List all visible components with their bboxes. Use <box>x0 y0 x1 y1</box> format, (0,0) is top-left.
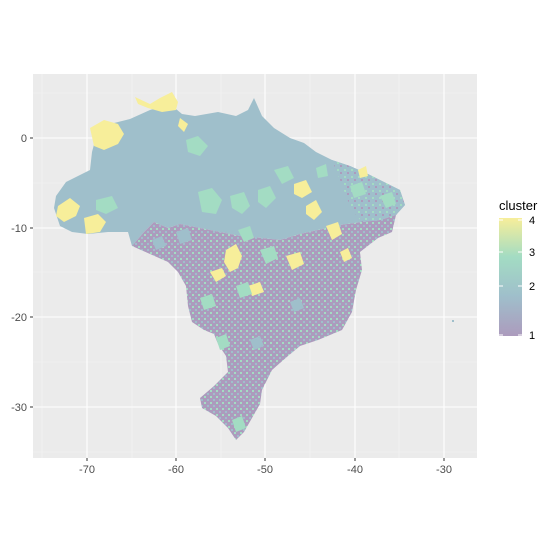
y-tick-marks <box>30 137 33 408</box>
region-south-cluster-1 <box>132 215 396 440</box>
legend-label: 3 <box>529 247 535 259</box>
legend-label: 4 <box>529 215 535 227</box>
legend: cluster 4 3 2 1 <box>499 198 538 342</box>
legend-title: cluster <box>499 198 538 213</box>
cluster-2-south-patches <box>152 228 304 350</box>
x-tick-label: -30 <box>436 464 452 476</box>
x-tick-label: -70 <box>79 464 95 476</box>
map-regions <box>54 92 454 440</box>
y-tick-label: -30 <box>11 402 27 414</box>
coastal-island <box>402 202 404 204</box>
legend-label: 2 <box>529 281 535 293</box>
y-tick-label: -20 <box>11 312 27 324</box>
x-tick-label: -50 <box>257 464 273 476</box>
x-tick-marks <box>86 458 445 461</box>
x-tick-label: -40 <box>347 464 363 476</box>
cluster-3-patches <box>96 136 396 432</box>
cluster-4-patches <box>56 92 368 296</box>
y-tick-label: -10 <box>11 223 27 235</box>
x-tick-label: -60 <box>168 464 184 476</box>
y-tick-label: 0 <box>21 133 27 145</box>
legend-colorbar <box>499 218 522 336</box>
atlantic-island <box>452 320 454 322</box>
legend-label: 1 <box>529 330 535 342</box>
